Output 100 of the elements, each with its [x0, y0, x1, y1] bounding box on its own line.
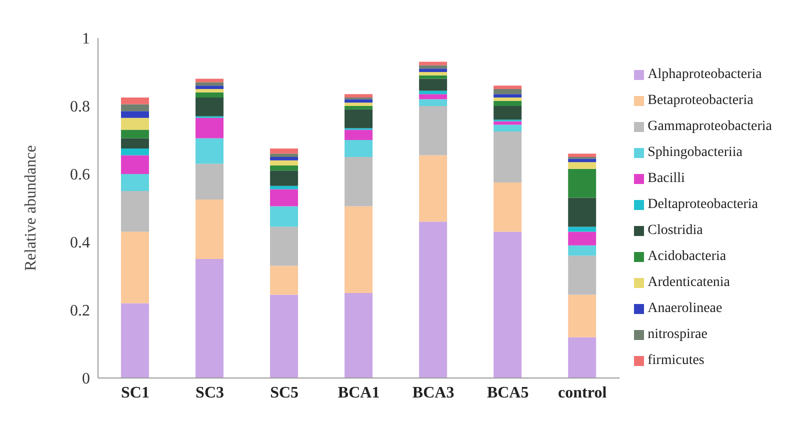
bar: [494, 106, 522, 120]
bar: [494, 100, 522, 106]
bar: [568, 162, 596, 169]
bar: [121, 104, 149, 112]
x-tick-label: SC1: [121, 384, 150, 402]
bar: [344, 94, 373, 98]
bar: [270, 157, 298, 160]
bar: [196, 259, 224, 378]
legend-label: Sphingobacteriia: [648, 145, 742, 160]
bar: [568, 232, 596, 246]
bar: [419, 68, 448, 72]
legend-label: Clostridia: [648, 223, 703, 238]
bar: [196, 118, 224, 138]
bar: [494, 132, 522, 182]
bar: [121, 138, 149, 148]
x-tick-label: BCA1: [338, 384, 380, 402]
bar: [344, 109, 373, 128]
bar: [568, 168, 596, 198]
bar: [419, 106, 448, 156]
bar: [196, 138, 224, 164]
bar: [196, 98, 224, 116]
legend-label: Deltaproteobacteria: [648, 197, 758, 212]
legend-label: Gammaproteobacteria: [648, 119, 772, 134]
bar: [419, 99, 448, 106]
bar: [568, 256, 596, 295]
legend-label: Bacilli: [648, 171, 685, 186]
legend-label: nitrospirae: [648, 327, 708, 342]
bar: [419, 65, 448, 69]
bar: [419, 222, 448, 378]
bar: [196, 200, 224, 259]
bar: [121, 191, 149, 232]
bar: [494, 86, 522, 89]
bar: [419, 90, 448, 94]
x-tick-label: SC3: [196, 384, 224, 402]
bar: [494, 98, 522, 101]
bar: [196, 89, 224, 92]
bar: [121, 303, 149, 378]
bar: [270, 294, 298, 378]
bar: [568, 198, 596, 227]
bar: [270, 166, 298, 171]
bar: [121, 111, 149, 118]
bar: [121, 148, 149, 156]
bar: [568, 294, 596, 338]
legend-label: Alphaproteobacteria: [648, 67, 762, 82]
bar: [419, 94, 448, 100]
y-axis-title: Relative abundance: [22, 145, 40, 271]
bar: [568, 154, 596, 157]
x-tick-label: control: [558, 384, 608, 402]
y-tick-label: 0.6: [70, 166, 90, 184]
legend-label: Anaerolineae: [648, 301, 722, 316]
bar: [568, 245, 596, 256]
legend-label: Betaproteobacteria: [648, 93, 754, 108]
bar: [121, 98, 149, 104]
bar: [121, 118, 149, 130]
bar: [344, 293, 373, 378]
bar: [419, 78, 448, 91]
x-tick-label: SC5: [270, 384, 299, 402]
y-tick-label: 0.8: [70, 98, 90, 116]
bar: [121, 232, 149, 304]
bar: [494, 94, 522, 98]
bar: [344, 99, 373, 103]
bar: [494, 182, 522, 232]
legend-label: firmicutes: [648, 353, 704, 368]
bar: [568, 226, 596, 232]
bar: [270, 170, 298, 186]
y-tick-label: 0: [82, 370, 90, 388]
bar: [270, 206, 298, 227]
y-tick-label: 0.2: [70, 302, 90, 320]
bar: [568, 158, 596, 162]
bar: [419, 72, 448, 76]
bar: [344, 206, 373, 293]
bar: [344, 102, 373, 106]
x-tick-label: BCA5: [486, 384, 529, 402]
bar: [419, 155, 448, 222]
bar: [494, 89, 522, 94]
bar: [494, 124, 522, 132]
bar: [344, 140, 373, 157]
y-tick-label: 0.4: [70, 234, 90, 252]
bar: [121, 155, 149, 174]
bar: [568, 337, 596, 378]
bar: [270, 186, 298, 190]
bar: [419, 75, 448, 79]
bar: [270, 189, 298, 206]
bar: [196, 86, 224, 89]
bar: [121, 174, 149, 191]
bar: [344, 157, 373, 206]
legend-label: Acidobacteria: [648, 249, 726, 264]
bar: [270, 160, 298, 166]
bar: [196, 82, 224, 86]
bar: [270, 266, 298, 295]
bar: [270, 148, 298, 154]
bar: [121, 130, 149, 138]
bar: [196, 92, 224, 98]
bar: [494, 232, 522, 378]
bar: [270, 226, 298, 266]
x-tick-label: BCA3: [412, 384, 454, 402]
bar: [344, 130, 373, 140]
y-tick-label: 1: [82, 30, 90, 48]
bar: [270, 154, 298, 157]
bar: [344, 106, 373, 110]
